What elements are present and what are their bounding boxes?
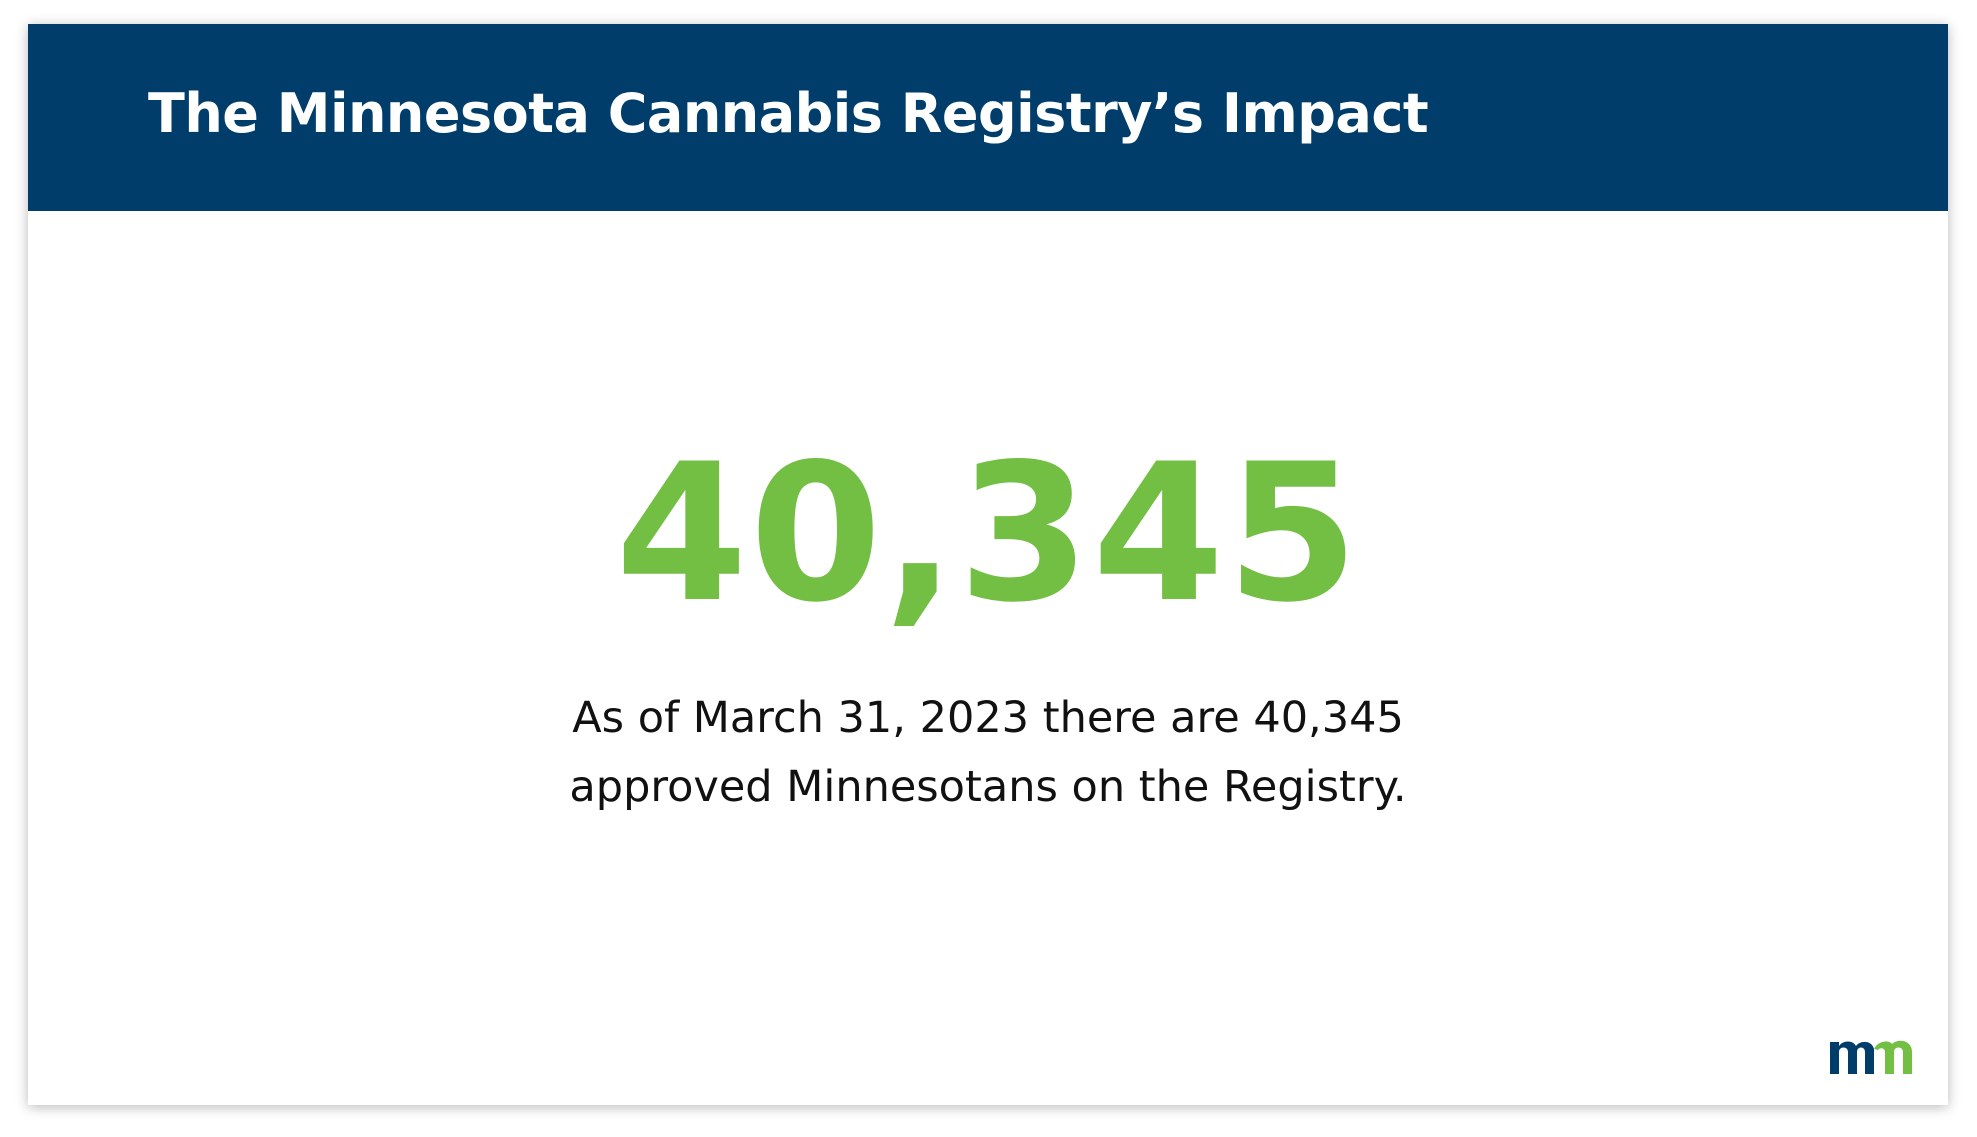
caption-line: As of March 31, 2023 there are 40,345 (572, 693, 1404, 743)
stat-caption: As of March 31, 2023 there are 40,345 ap… (28, 684, 1948, 822)
slide-title: The Minnesota Cannabis Registry’s Impact (148, 82, 1429, 145)
header-bar: The Minnesota Cannabis Registry’s Impact (28, 24, 1948, 211)
mn-logo (1830, 1040, 1912, 1074)
slide: The Minnesota Cannabis Registry’s Impact… (28, 24, 1948, 1105)
stat-value: 40,345 (615, 423, 1361, 644)
caption-line: approved Minnesotans on the Registry. (569, 762, 1407, 812)
